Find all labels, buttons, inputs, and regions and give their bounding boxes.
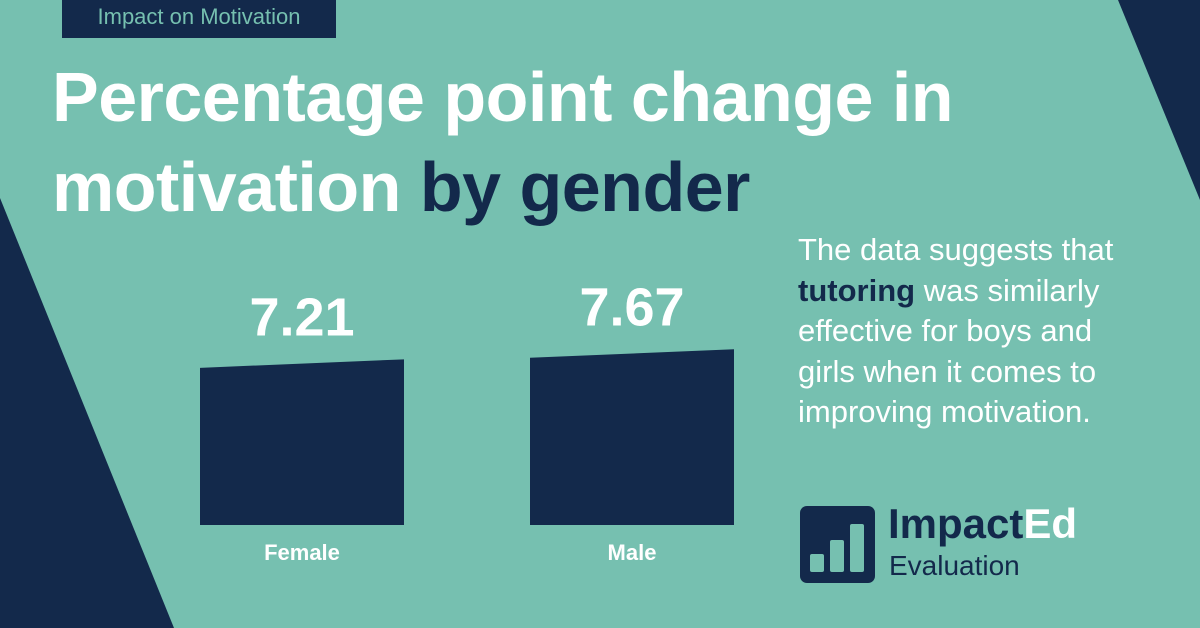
bar-female	[200, 359, 404, 525]
right-diagonal-shape	[1118, 0, 1200, 200]
logo-name-part2: Ed	[1023, 500, 1078, 547]
bar-male	[530, 349, 734, 525]
value-label-male: 7.67	[579, 277, 684, 337]
title-highlight: by gender	[419, 148, 751, 226]
left-diagonal-shape	[0, 198, 174, 628]
description-post: was similarly effective for boys and gir…	[798, 272, 1100, 430]
description-text: The data suggests that tutoring was simi…	[798, 230, 1138, 433]
logo-wordmark: ImpactEd	[888, 500, 1077, 548]
title-line2: motivation	[52, 148, 401, 226]
value-label-female: 7.21	[249, 287, 354, 347]
description-highlight: tutoring	[798, 272, 916, 308]
title-line1: Percentage point change in	[52, 58, 954, 136]
logo-subtitle: Evaluation	[889, 550, 1020, 581]
bars-group: 7.21 Female 7.67 Male	[200, 277, 734, 565]
logo-name-part1: Impact	[888, 500, 1024, 547]
category-label-male: Male	[608, 540, 657, 565]
page-title: Percentage point change in motivation by…	[52, 52, 1052, 232]
category-label-female: Female	[264, 540, 340, 565]
section-tag: Impact on Motivation	[62, 0, 336, 38]
impacted-logo: ImpactEd Evaluation	[800, 500, 1100, 586]
bar-chart-icon	[800, 506, 875, 583]
description-pre: The data suggests that	[798, 232, 1114, 267]
